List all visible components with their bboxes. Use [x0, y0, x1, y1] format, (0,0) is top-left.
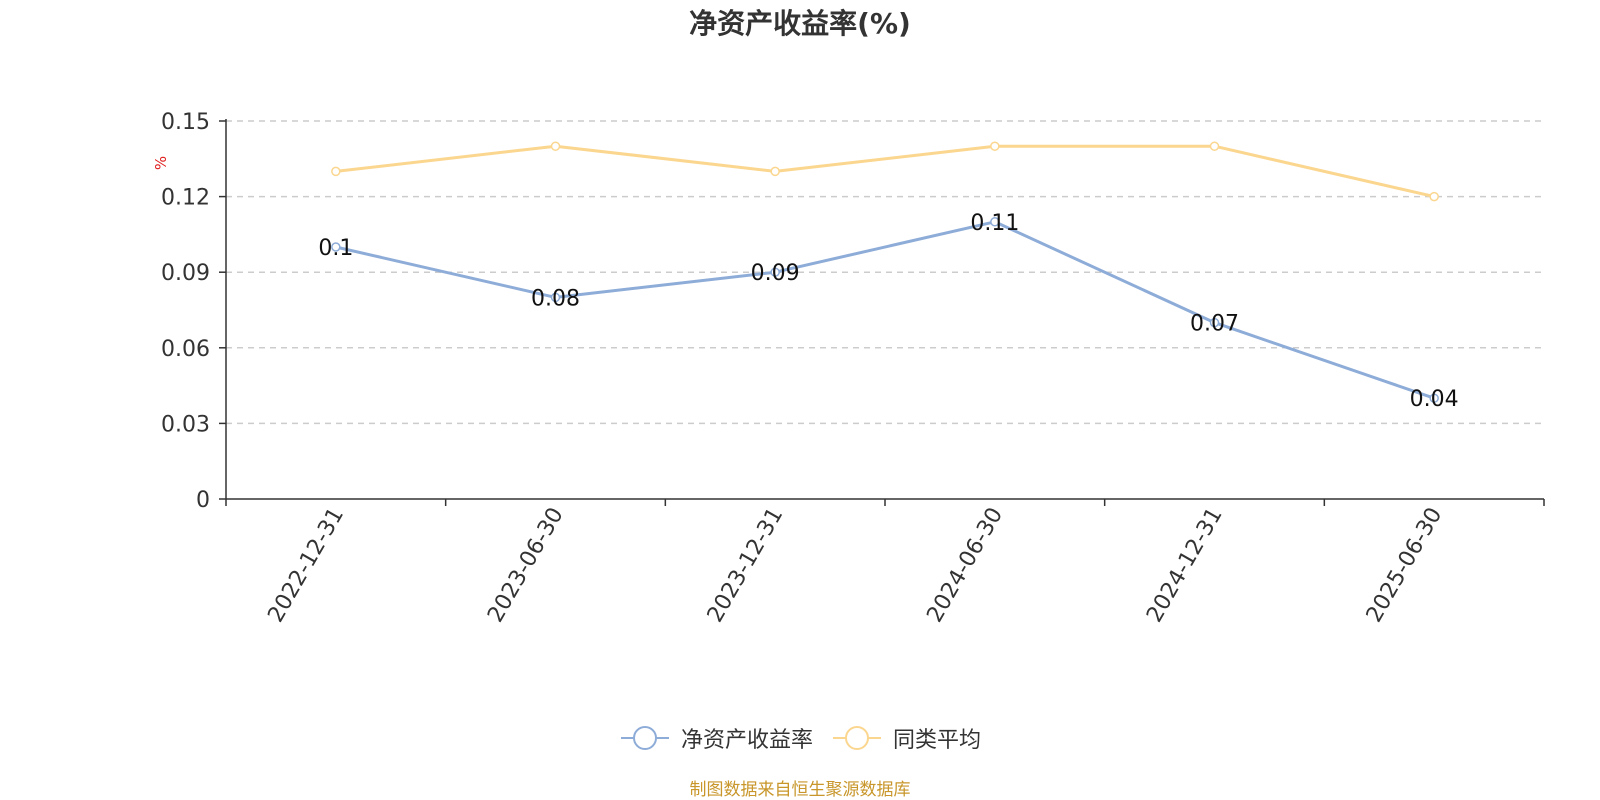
data-point [331, 166, 341, 177]
data-point [1429, 393, 1439, 403]
grid-lines [226, 120, 1544, 425]
data-point [550, 141, 561, 151]
source-note: 制图数据来自恒生聚源数据库 [689, 780, 911, 800]
data-point [770, 166, 780, 177]
x-tick-label: 2024-12-31 [1142, 504, 1228, 627]
legend: 净资产收益率 同类平均 [0, 722, 1600, 754]
series [331, 141, 1439, 403]
series-line [335, 220, 1435, 400]
x-tick-label: 2024-06-30 [922, 504, 1008, 627]
y-axis-label: % [152, 156, 170, 170]
chart-title: 净资产收益率(%) [689, 7, 911, 40]
legend-marker-icon [833, 726, 881, 750]
data-label: 0.08 [531, 286, 580, 311]
data-label: 0.09 [751, 261, 800, 286]
axes: 0 0.03 0.06 0.09 0.12 0.15 2022-12-31 2023-06-3… [161, 110, 1545, 627]
series-line [335, 144, 1435, 199]
legend-label: 净资产收益率 [680, 728, 813, 753]
legend-label: 同类平均 [893, 728, 982, 753]
legend-item-series-1[interactable]: 净资产收益率 [619, 722, 813, 754]
data-point [770, 267, 780, 277]
y-tick-label: 0.03 [161, 412, 210, 437]
data-point [550, 292, 561, 303]
legend-marker-icon [620, 726, 669, 750]
data-label: 0.04 [1410, 387, 1459, 412]
legend-item-series-2[interactable]: 同类平均 [831, 722, 981, 754]
y-tick-label: 0.06 [161, 337, 210, 362]
data-point [990, 141, 1000, 151]
data-point [331, 242, 341, 252]
data-labels: 0.1 0.08 0.09 0.11 0.07 0.04 [318, 211, 1458, 412]
data-label: 0.11 [970, 211, 1019, 236]
x-tick-label: 2022-12-31 [263, 504, 349, 627]
data-label: 0.07 [1190, 312, 1239, 337]
y-tick-label: 0.15 [161, 110, 210, 135]
x-tick-label: 2023-06-30 [483, 504, 569, 627]
x-tick-label: 2025-06-30 [1362, 504, 1448, 627]
y-tick-label: 0.12 [161, 186, 210, 211]
y-tick-label: 0 [196, 488, 210, 513]
x-tick-label: 2023-12-31 [703, 504, 789, 627]
data-point [1209, 141, 1220, 151]
data-point [1429, 191, 1439, 202]
data-label: 0.1 [318, 236, 353, 261]
data-point [1209, 317, 1220, 328]
y-tick-label: 0.09 [161, 261, 210, 286]
data-point [990, 217, 1000, 227]
